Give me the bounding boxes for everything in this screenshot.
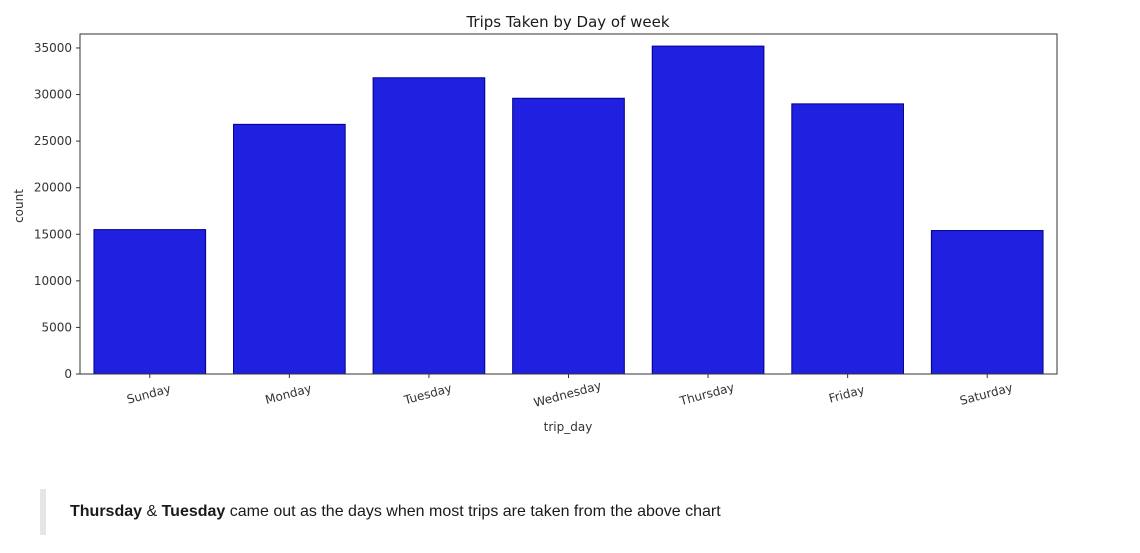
chart-title: Trips Taken by Day of week xyxy=(465,13,669,31)
x-tick-label-friday: Friday xyxy=(827,383,866,406)
bar-monday xyxy=(233,123,346,375)
y-axis-ticks: 0 5000 10000 15000 20000 25000 30000 35000 xyxy=(34,41,80,381)
note-text: came out as the days when most trips are… xyxy=(225,503,721,520)
x-axis-label: trip_day xyxy=(544,420,593,434)
bars-group xyxy=(93,45,1044,375)
bar-wednesday xyxy=(512,97,625,375)
note-bold-tuesday: Tuesday xyxy=(161,503,226,520)
x-tick-label-saturday: Saturday xyxy=(958,380,1014,408)
note-bold-thursday: Thursday xyxy=(70,503,143,520)
y-tick-label: 25000 xyxy=(34,134,72,148)
x-tick-label-tuesday: Tuesday xyxy=(402,381,454,407)
x-axis-ticks: Sunday Monday Tuesday Wednesday Thursday Frid… xyxy=(125,374,1014,410)
bar-sunday xyxy=(93,229,207,375)
plot-frame xyxy=(79,33,1058,375)
note-ampersand: & xyxy=(142,503,162,520)
y-tick-label: 0 xyxy=(64,367,72,381)
y-tick-label: 20000 xyxy=(34,181,72,195)
y-tick-label: 35000 xyxy=(34,41,72,55)
bar-friday xyxy=(791,103,904,375)
y-axis-label: count xyxy=(12,189,26,223)
y-tick-label: 15000 xyxy=(34,227,72,241)
bar-saturday xyxy=(930,230,1044,375)
y-tick-label: 10000 xyxy=(34,274,72,288)
y-tick-label: 5000 xyxy=(41,320,72,334)
bar-thursday xyxy=(651,45,765,375)
x-tick-label-wednesday: Wednesday xyxy=(532,378,603,410)
x-tick-label-sunday: Sunday xyxy=(125,382,172,407)
y-tick-label: 30000 xyxy=(34,88,72,102)
x-tick-label-monday: Monday xyxy=(264,381,313,407)
bar-chart: Trips Taken by Day of week 0 5000 10000 150… xyxy=(12,13,1058,434)
x-tick-label-thursday: Thursday xyxy=(677,380,736,408)
bar-tuesday xyxy=(372,77,486,375)
summary-note: Thursday & Tuesday came out as the days … xyxy=(40,489,1100,535)
